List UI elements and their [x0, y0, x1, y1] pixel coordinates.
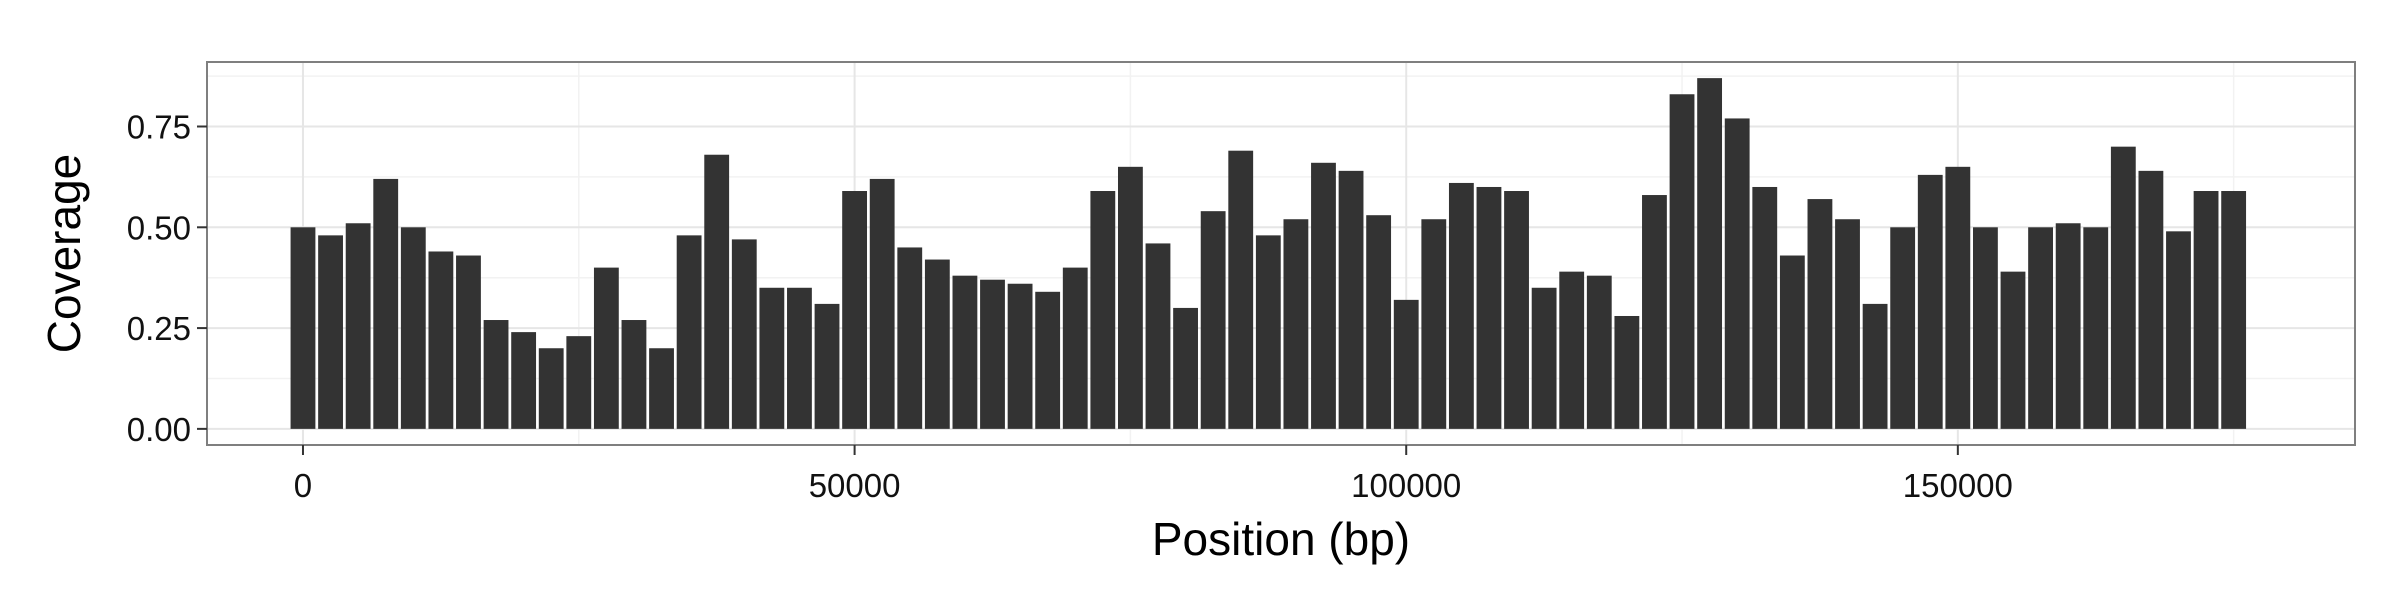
coverage-bar — [1228, 150, 1254, 429]
coverage-bar — [924, 259, 950, 429]
coverage-bar — [869, 178, 895, 429]
x-tick-label: 100000 — [1351, 467, 1461, 504]
axis-ticks: 0.00 0.25 0.50 0.75 0 50000 100000 150000 — [127, 109, 2013, 504]
coverage-bar — [1890, 227, 1916, 429]
coverage-bar — [1173, 307, 1198, 429]
coverage-bar — [1917, 174, 1943, 429]
coverage-bar — [1586, 275, 1612, 429]
coverage-bar — [1642, 195, 1667, 429]
coverage-bar — [2028, 227, 2053, 429]
coverage-bar — [2221, 191, 2247, 429]
coverage-bar — [787, 287, 812, 429]
y-tick-label: 0.25 — [127, 310, 191, 347]
coverage-bar — [1311, 162, 1336, 429]
coverage-bar — [1338, 170, 1364, 429]
coverage-bar — [2000, 271, 2026, 429]
plot-panel-border — [206, 61, 2356, 446]
coverage-bar — [2055, 223, 2081, 429]
coverage-bar — [1752, 186, 1778, 429]
coverage-bar — [1835, 219, 1860, 429]
x-tick-label: 50000 — [809, 467, 901, 504]
coverage-bar — [1862, 303, 1888, 429]
coverage-bar — [373, 178, 399, 429]
x-axis-title: Position (bp) — [1152, 513, 1410, 565]
coverage-bar — [759, 287, 785, 429]
coverage-bar — [1145, 243, 1171, 429]
coverage-bar — [2110, 146, 2136, 429]
coverage-bar — [2166, 231, 2191, 429]
coverage-bar — [1007, 283, 1033, 429]
coverage-bar — [621, 320, 647, 429]
coverage-bar — [731, 239, 757, 429]
coverage-bar — [1504, 191, 1529, 429]
coverage-bar — [1035, 291, 1061, 429]
x-tick-label: 0 — [294, 467, 312, 504]
x-tick-label: 150000 — [1903, 467, 2013, 504]
coverage-bar — [1421, 219, 1447, 429]
coverage-bar — [1724, 118, 1750, 429]
coverage-bar — [1559, 271, 1585, 429]
coverage-bar — [1807, 199, 1833, 429]
y-tick-label: 0.75 — [127, 109, 191, 146]
coverage-bar — [2083, 227, 2109, 429]
coverage-bar — [2138, 170, 2164, 429]
coverage-bar — [593, 267, 619, 429]
coverage-bar — [1697, 78, 1723, 429]
coverage-bar — [1476, 186, 1502, 429]
coverage-bar — [676, 235, 702, 429]
y-axis-title: Coverage — [38, 154, 90, 353]
coverage-bar — [1448, 182, 1474, 429]
coverage-bar — [1669, 94, 1695, 429]
y-tick-label: 0.50 — [127, 209, 191, 246]
coverage-bar — [1090, 191, 1116, 429]
coverage-bar — [1200, 211, 1226, 429]
coverage-bar — [1117, 166, 1143, 429]
coverage-bar — [400, 227, 426, 429]
y-tick-label: 0.00 — [127, 411, 191, 448]
bars — [290, 78, 2247, 429]
coverage-bar — [814, 303, 840, 429]
coverage-bar — [704, 154, 730, 429]
coverage-bar — [1614, 315, 1640, 429]
coverage-bar — [1366, 215, 1392, 429]
coverage-bar — [649, 348, 674, 429]
coverage-bar — [318, 235, 343, 429]
coverage-bar — [1062, 267, 1088, 429]
coverage-bar — [897, 247, 923, 429]
coverage-bar — [345, 223, 371, 429]
coverage-bar — [483, 320, 509, 429]
coverage-bar — [511, 332, 537, 429]
coverage-bar — [2193, 191, 2219, 429]
coverage-bar — [952, 275, 978, 429]
coverage-bar — [1531, 287, 1557, 429]
coverage-bar — [842, 191, 868, 429]
coverage-bar — [1283, 219, 1309, 429]
coverage-bar — [290, 227, 316, 429]
coverage-bar — [1973, 227, 1998, 429]
coverage-bar — [566, 336, 592, 429]
coverage-bar — [1945, 166, 1971, 429]
coverage-bar — [1393, 299, 1419, 429]
coverage-bar — [538, 348, 564, 429]
coverage-bar — [456, 255, 481, 429]
coverage-bar — [1779, 255, 1805, 429]
coverage-bar — [428, 251, 454, 429]
coverage-bar — [1255, 235, 1281, 429]
coverage-bar — [980, 279, 1005, 429]
